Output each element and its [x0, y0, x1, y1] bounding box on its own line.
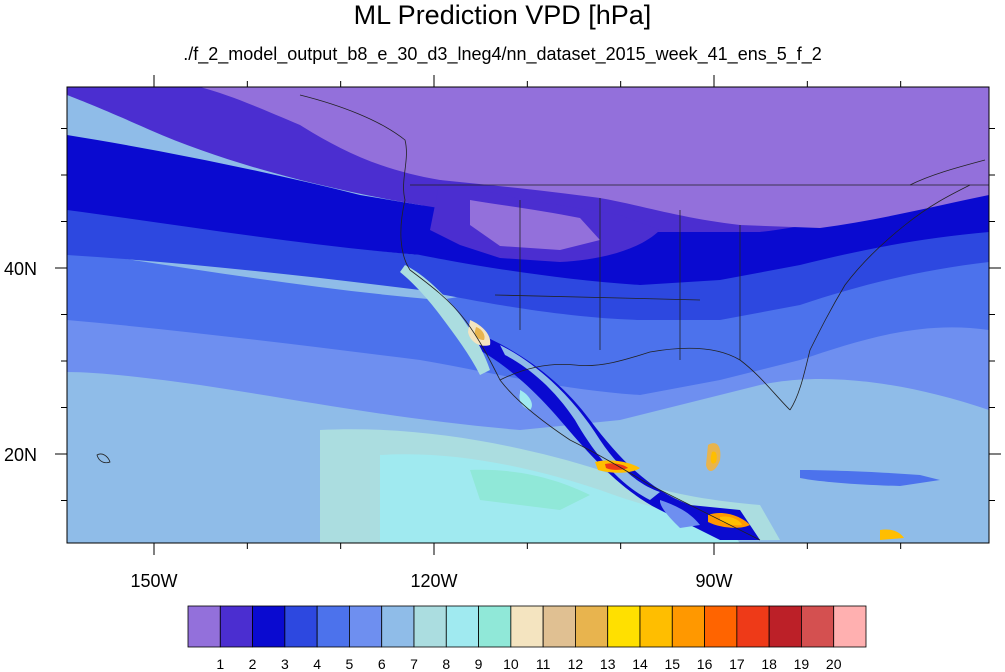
colorbar-swatch — [575, 605, 609, 648]
colorbar-swatch — [833, 605, 867, 648]
colorbar-label: 12 — [568, 656, 584, 672]
colorbar-swatch — [219, 605, 253, 648]
colorbar-labels: 1 2 3 4 5 6 7 8 9 10 11 12 13 14 15 16 17 18 19 20 — [216, 656, 841, 672]
colorbar-swatch — [445, 605, 479, 648]
colorbar-label: 11 — [536, 656, 551, 672]
colorbar-swatch — [252, 605, 286, 648]
colorbar-swatch — [284, 605, 318, 648]
colorbar-label: 20 — [826, 656, 842, 672]
colorbar — [187, 605, 867, 648]
colorbar-swatch — [542, 605, 576, 648]
colorbar-swatch — [187, 605, 221, 648]
lat-tick-label: 40N — [4, 259, 37, 279]
colorbar-label: 7 — [410, 656, 418, 672]
axis-tick-labels: 150W 120W 90W 40N 20N — [4, 259, 733, 591]
colorbar-label: 13 — [600, 656, 616, 672]
colorbar-swatch — [607, 605, 641, 648]
colorbar-label: 9 — [475, 656, 483, 672]
colorbar-label: 3 — [281, 656, 289, 672]
lat-tick-label: 20N — [4, 445, 37, 465]
lon-tick-label: 120W — [410, 571, 457, 591]
colorbar-swatch — [736, 605, 770, 648]
colorbar-label: 19 — [794, 656, 810, 672]
colorbar-swatch — [768, 605, 802, 648]
vpd-contour-field — [67, 87, 989, 543]
colorbar-swatch — [381, 605, 415, 648]
map-title: ML Prediction VPD [hPa] — [353, 0, 652, 30]
colorbar-swatch — [316, 605, 350, 648]
colorbar-label: 16 — [697, 656, 713, 672]
colorbar-label: 6 — [378, 656, 386, 672]
coastline-borders — [96, 94, 989, 541]
colorbar-swatch — [704, 605, 738, 648]
colorbar-label: 14 — [632, 656, 648, 672]
colorbar-label: 18 — [761, 656, 777, 672]
colorbar-swatch — [671, 605, 705, 648]
colorbar-label: 8 — [442, 656, 450, 672]
colorbar-label: 17 — [729, 656, 745, 672]
colorbar-swatch — [639, 605, 673, 648]
colorbar-label: 4 — [313, 656, 321, 672]
colorbar-label: 2 — [249, 656, 257, 672]
colorbar-swatch — [510, 605, 544, 648]
lon-tick-label: 90W — [695, 571, 732, 591]
colorbar-swatch — [478, 605, 512, 648]
colorbar-label: 1 — [216, 656, 224, 672]
map-subtitle: ./f_2_model_output_b8_e_30_d3_lneg4/nn_d… — [183, 44, 822, 64]
colorbar-swatch — [413, 605, 447, 648]
colorbar-label: 15 — [664, 656, 680, 672]
lon-tick-label: 150W — [130, 571, 177, 591]
colorbar-swatch — [801, 605, 835, 648]
colorbar-label: 5 — [346, 656, 354, 672]
colorbar-swatch — [349, 605, 383, 648]
axis-ticks — [55, 75, 1001, 555]
colorbar-label: 10 — [503, 656, 519, 672]
